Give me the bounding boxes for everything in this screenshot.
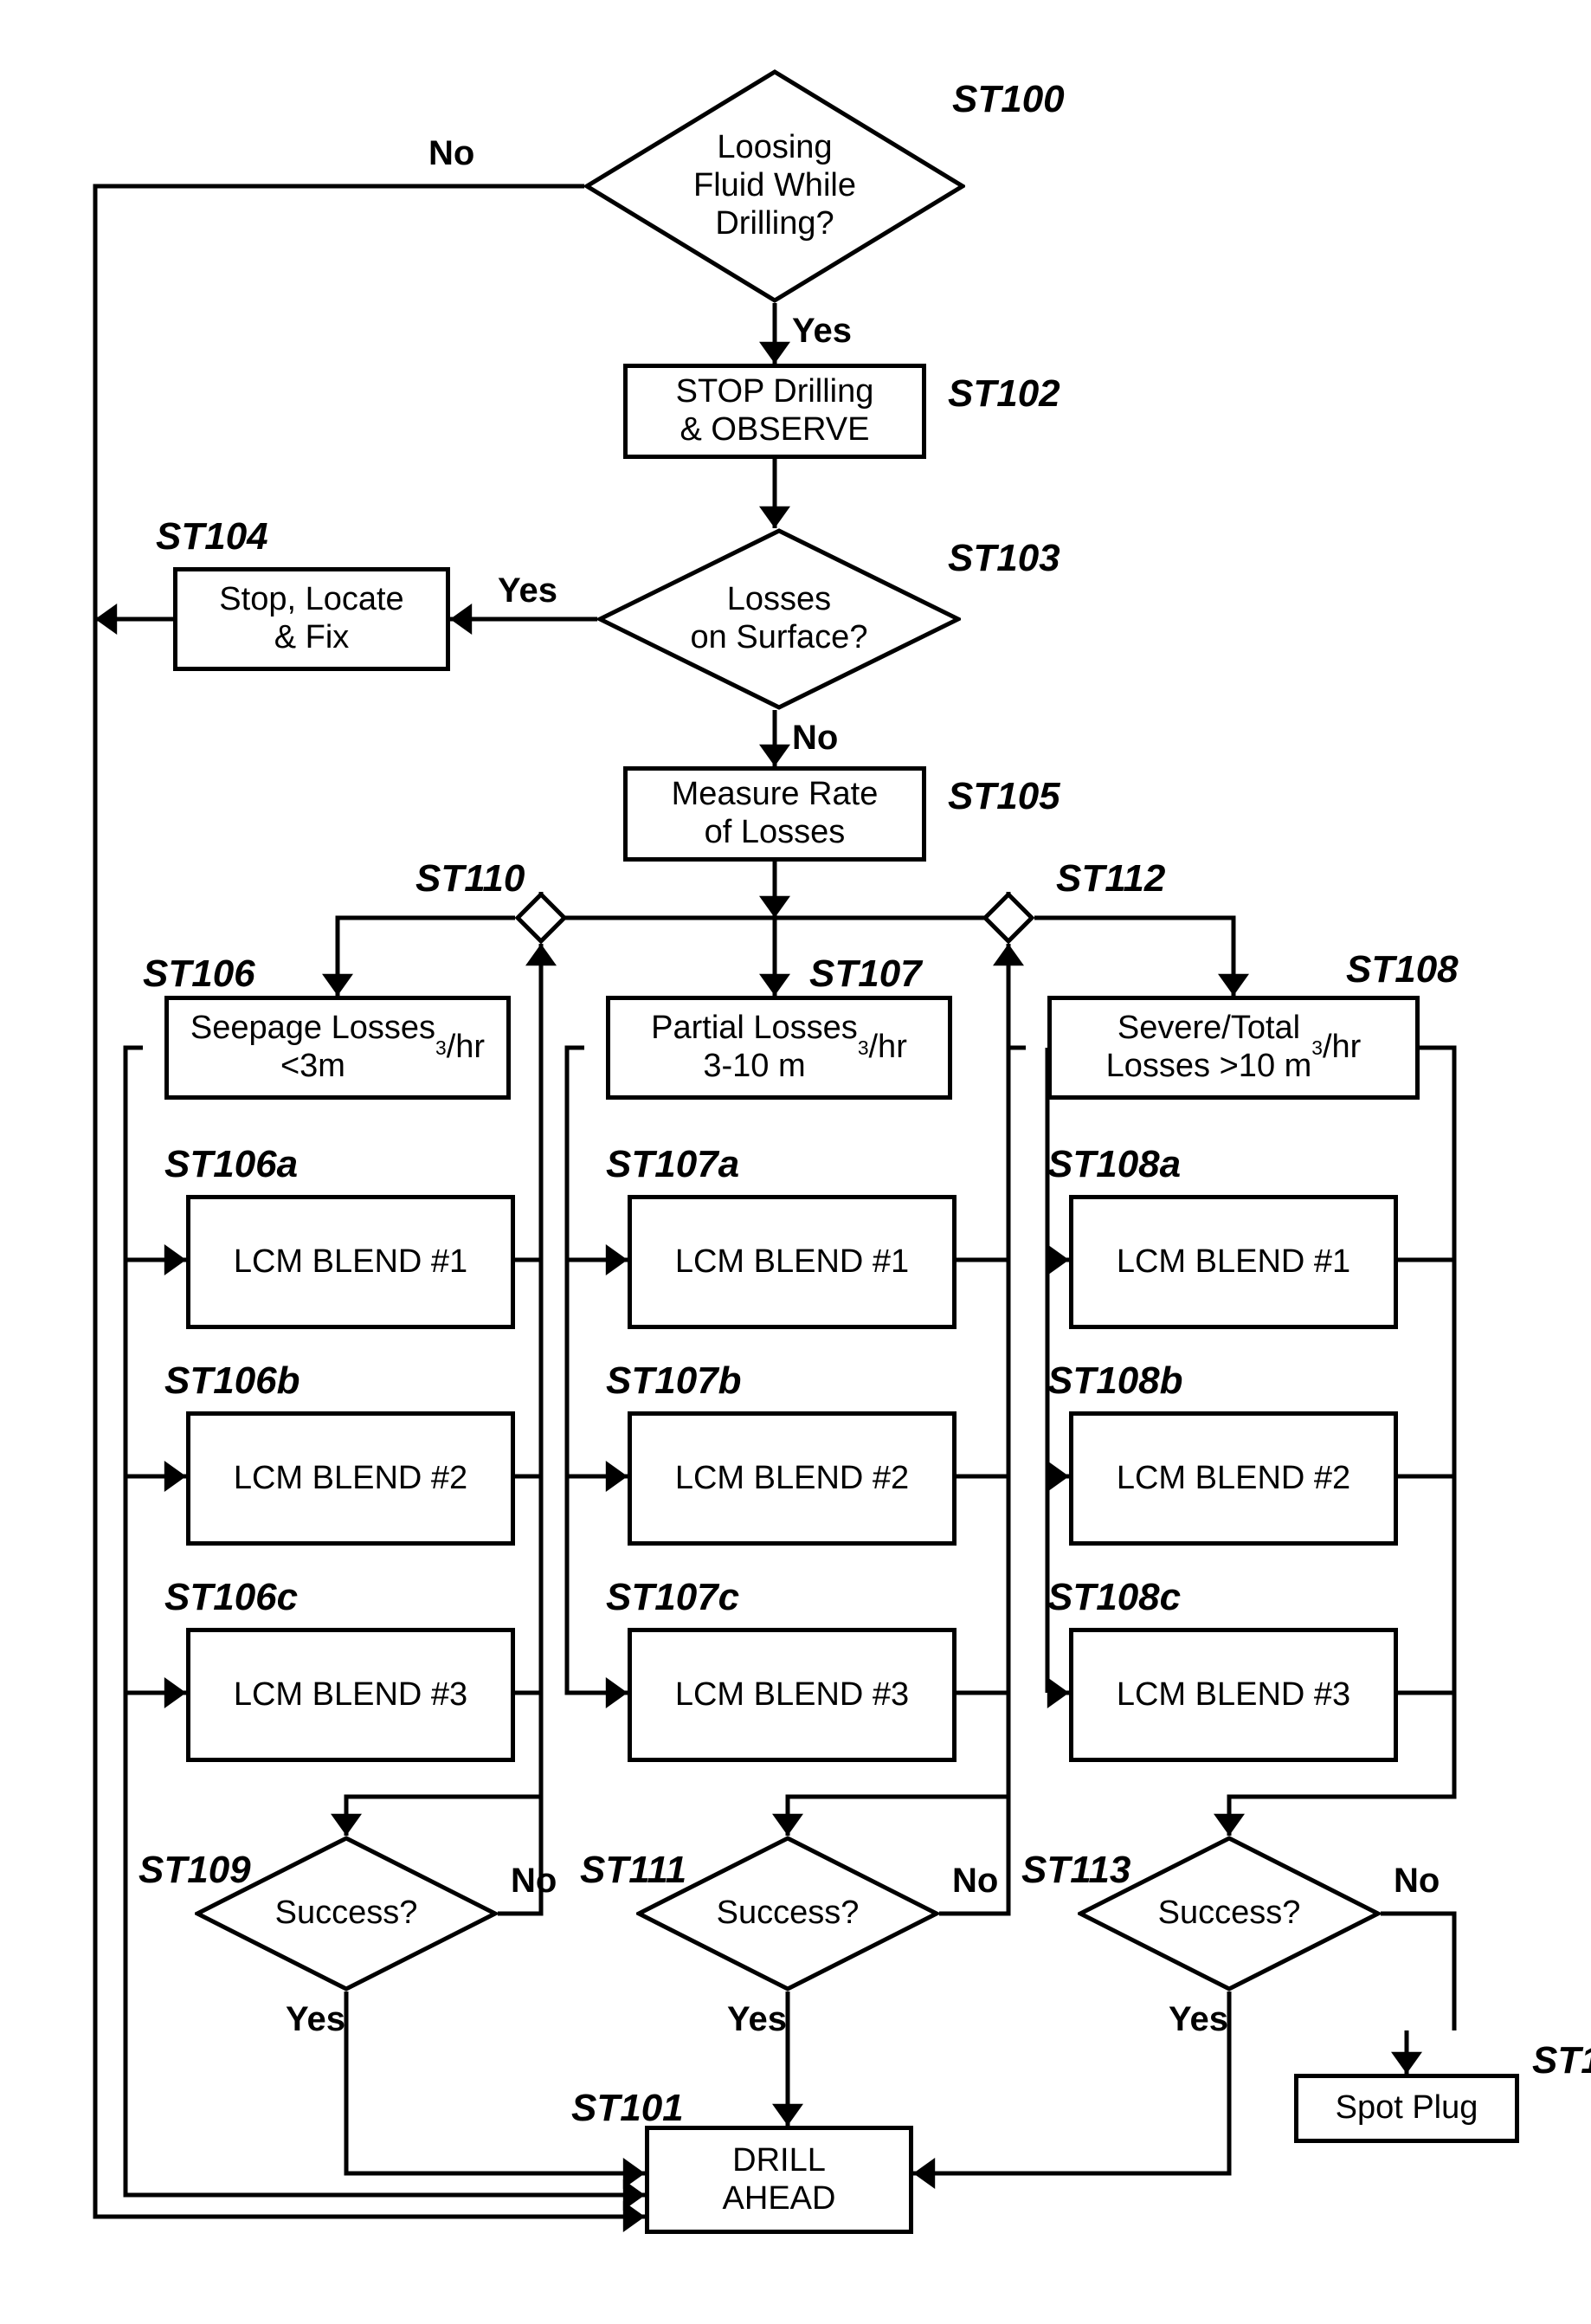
node-st107c: LCM BLEND #3	[628, 1628, 957, 1762]
edge-label-no_111: No	[952, 1862, 998, 1901]
arrowhead	[1047, 1677, 1069, 1708]
step-label-st111: ST111	[580, 1849, 686, 1892]
node-st102: STOP Drilling& OBSERVE	[623, 364, 926, 459]
edge-label-yes_113: Yes	[1169, 2000, 1228, 2039]
arrowhead	[759, 974, 790, 996]
edge-6	[1034, 918, 1234, 996]
node-st107: Partial Losses3-10 m3/hr	[606, 996, 952, 1100]
edge-label-no_100: No	[428, 134, 474, 173]
arrowhead	[606, 1461, 628, 1492]
edge-label-no_113: No	[1394, 1862, 1440, 1901]
node-st103: Losseson Surface?	[597, 528, 961, 710]
edge-label-yes_109: Yes	[286, 2000, 345, 2039]
arrowhead	[606, 1677, 628, 1708]
edge-label-no_109: No	[511, 1862, 557, 1901]
arrowhead	[1214, 1814, 1245, 1836]
arrowhead	[95, 604, 117, 635]
node-st107a: LCM BLEND #1	[628, 1195, 957, 1329]
node-st105: Measure Rateof Losses	[623, 766, 926, 862]
node-st108: Severe/TotalLosses >10 m3/hr	[1047, 996, 1420, 1100]
arrowhead	[623, 2158, 645, 2189]
node-st112	[982, 892, 1034, 944]
step-label-st105: ST105	[948, 775, 1060, 818]
step-label-st108b: ST108b	[1047, 1359, 1183, 1403]
step-label-st107a: ST107a	[606, 1143, 739, 1186]
arrowhead	[164, 1244, 186, 1275]
arrowhead	[1218, 974, 1249, 996]
step-label-st100: ST100	[952, 78, 1065, 121]
arrowhead	[450, 604, 472, 635]
step-label-st109: ST109	[138, 1849, 251, 1892]
arrowhead	[164, 1461, 186, 1492]
step-label-st114: ST114	[1532, 2039, 1591, 2082]
node-st106b: LCM BLEND #2	[186, 1411, 515, 1546]
node-st106c: LCM BLEND #3	[186, 1628, 515, 1762]
node-st106: Seepage Losses<3m3/hr	[164, 996, 511, 1100]
step-label-st108a: ST108a	[1047, 1143, 1181, 1186]
node-st108c: LCM BLEND #3	[1069, 1628, 1398, 1762]
edge-4	[541, 862, 1008, 996]
node-st101: DRILLAHEAD	[645, 2126, 913, 2234]
arrowhead	[623, 2201, 645, 2232]
step-label-st107c: ST107c	[606, 1576, 739, 1619]
node-st108b: LCM BLEND #2	[1069, 1411, 1398, 1546]
arrowhead	[1391, 2052, 1422, 2074]
step-label-st106: ST106	[143, 952, 255, 996]
node-st114: Spot Plug	[1294, 2074, 1519, 2143]
node-st106a: LCM BLEND #1	[186, 1195, 515, 1329]
edge-5	[338, 918, 515, 996]
arrowhead	[772, 1814, 803, 1836]
flowchart-canvas: LoosingFluid WhileDrilling? STOP Drilling…	[0, 0, 1591, 2324]
step-label-st104: ST104	[156, 515, 268, 558]
edge-20	[1381, 1914, 1454, 2074]
arrowhead	[759, 896, 790, 918]
node-text-st103: Losseson Surface?	[597, 528, 961, 710]
edge-15	[346, 1992, 645, 2173]
step-label-st101: ST101	[571, 2087, 684, 2130]
step-label-st102: ST102	[948, 372, 1060, 416]
arrowhead	[1047, 1244, 1069, 1275]
step-label-st108: ST108	[1346, 948, 1459, 991]
edge-label-no_103: No	[792, 719, 838, 758]
edge-8	[126, 1260, 186, 1693]
edge-label-yes_111: Yes	[727, 2000, 787, 2039]
arrowhead	[913, 2158, 935, 2189]
node-st104: Stop, Locate& Fix	[173, 567, 450, 671]
arrowhead	[525, 944, 557, 965]
arrowhead	[759, 507, 790, 528]
step-label-st110: ST110	[415, 857, 525, 901]
arrowhead	[164, 1677, 186, 1708]
step-label-st106b: ST106b	[164, 1359, 300, 1403]
arrowhead	[331, 1814, 362, 1836]
step-label-st107: ST107	[809, 952, 922, 996]
arrowhead	[759, 342, 790, 364]
step-label-st107b: ST107b	[606, 1359, 742, 1403]
arrowhead	[993, 944, 1024, 965]
arrowhead	[606, 1244, 628, 1275]
arrowhead	[1047, 1461, 1069, 1492]
step-label-st112: ST112	[1056, 857, 1165, 901]
edge-label-yes_100: Yes	[792, 312, 852, 351]
node-st100: LoosingFluid WhileDrilling?	[584, 69, 965, 303]
step-label-st106c: ST106c	[164, 1576, 298, 1619]
node-st108a: LCM BLEND #1	[1069, 1195, 1398, 1329]
node-text-st100: LoosingFluid WhileDrilling?	[584, 69, 965, 303]
arrowhead	[759, 745, 790, 766]
arrowhead	[322, 974, 353, 996]
step-label-st108c: ST108c	[1047, 1576, 1181, 1619]
arrowhead	[623, 2179, 645, 2211]
arrowhead	[772, 2104, 803, 2126]
edge-label-yes_103: Yes	[498, 571, 557, 610]
step-label-st113: ST113	[1021, 1849, 1130, 1892]
step-label-st103: ST103	[948, 537, 1060, 580]
node-st107b: LCM BLEND #2	[628, 1411, 957, 1546]
step-label-st106a: ST106a	[164, 1143, 298, 1186]
